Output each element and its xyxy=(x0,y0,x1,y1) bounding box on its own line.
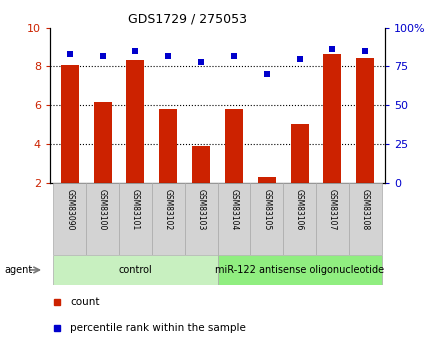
Point xyxy=(296,56,302,61)
Bar xyxy=(322,54,341,183)
Bar xyxy=(126,60,144,183)
Text: GSM83102: GSM83102 xyxy=(163,189,172,230)
Bar xyxy=(217,255,381,285)
Bar xyxy=(191,146,210,183)
Bar xyxy=(224,109,243,183)
Bar xyxy=(290,124,308,183)
Bar xyxy=(159,109,177,183)
Bar xyxy=(61,66,79,183)
Bar xyxy=(53,183,86,255)
Text: GSM83107: GSM83107 xyxy=(327,189,336,230)
Bar xyxy=(53,255,217,285)
Text: count: count xyxy=(70,297,99,306)
Bar xyxy=(217,183,250,255)
Bar xyxy=(315,183,348,255)
Bar xyxy=(119,183,151,255)
Bar xyxy=(151,183,184,255)
Text: miR-122 antisense oligonucleotide: miR-122 antisense oligonucleotide xyxy=(214,265,383,275)
Text: GSM83106: GSM83106 xyxy=(294,189,303,230)
Bar xyxy=(355,58,373,183)
Point xyxy=(132,48,138,53)
Point xyxy=(197,59,204,65)
Point xyxy=(164,53,171,58)
Point xyxy=(99,53,106,58)
Text: GSM83103: GSM83103 xyxy=(196,189,205,230)
Point xyxy=(230,53,237,58)
Point xyxy=(66,51,73,57)
Point xyxy=(263,71,270,77)
Text: GDS1729 / 275053: GDS1729 / 275053 xyxy=(127,12,246,25)
Bar xyxy=(283,183,315,255)
Bar xyxy=(86,183,119,255)
Text: GSM83105: GSM83105 xyxy=(262,189,271,230)
Bar xyxy=(184,183,217,255)
Text: GSM83108: GSM83108 xyxy=(360,189,369,230)
Bar xyxy=(257,177,275,183)
Bar xyxy=(348,183,381,255)
Bar xyxy=(93,102,112,183)
Point xyxy=(361,48,368,53)
Text: control: control xyxy=(118,265,152,275)
Bar xyxy=(250,183,283,255)
Text: GSM83101: GSM83101 xyxy=(131,189,140,230)
Text: agent: agent xyxy=(4,265,33,275)
Text: GSM83100: GSM83100 xyxy=(98,189,107,230)
Point xyxy=(328,47,335,52)
Text: percentile rank within the sample: percentile rank within the sample xyxy=(70,323,246,333)
Text: GSM83090: GSM83090 xyxy=(65,189,74,230)
Text: GSM83104: GSM83104 xyxy=(229,189,238,230)
